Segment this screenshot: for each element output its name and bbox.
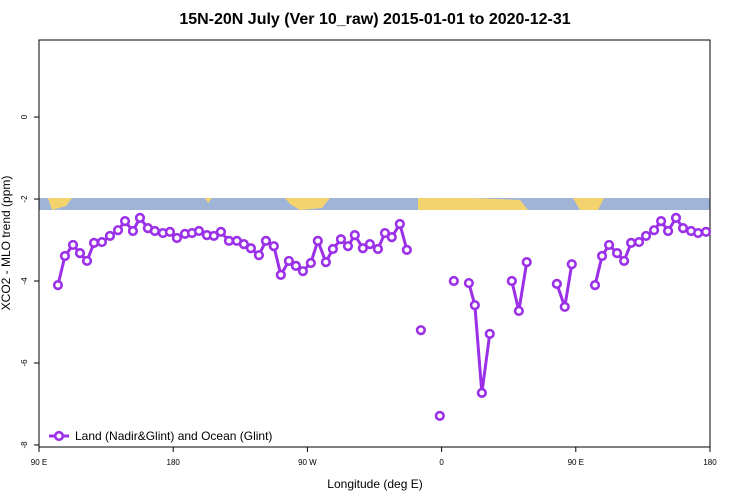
y-tick-label: 0 bbox=[20, 114, 29, 119]
data-point bbox=[104, 230, 116, 242]
data-point bbox=[364, 239, 375, 250]
data-point bbox=[648, 225, 660, 236]
data-point bbox=[208, 230, 220, 242]
data-point bbox=[677, 223, 689, 234]
data-point bbox=[401, 244, 412, 255]
data-point bbox=[149, 225, 160, 237]
data-point bbox=[415, 325, 426, 336]
data-point bbox=[386, 232, 397, 243]
data-point bbox=[463, 277, 474, 289]
data-point bbox=[619, 255, 630, 267]
x-tick-label: 180 bbox=[167, 458, 181, 467]
data-point bbox=[551, 278, 562, 289]
data-point bbox=[81, 255, 93, 267]
chart-title: 15N-20N July (Ver 10_raw) 2015-01-01 to … bbox=[179, 11, 570, 28]
data-point bbox=[74, 248, 86, 259]
y-tick-label: -4 bbox=[20, 277, 29, 285]
x-tick-label: 90 W bbox=[298, 458, 317, 467]
x-tick-label: 180 bbox=[703, 458, 717, 467]
data-point bbox=[164, 226, 176, 237]
data-point bbox=[434, 410, 445, 421]
data-point bbox=[268, 241, 279, 252]
data-point bbox=[305, 257, 316, 269]
y-axis-label: XCO2 - MLO trend (ppm) bbox=[0, 176, 13, 311]
data-point bbox=[245, 243, 256, 254]
data-point bbox=[521, 257, 532, 268]
data-point bbox=[379, 227, 391, 239]
data-point bbox=[297, 266, 309, 277]
data-point bbox=[448, 275, 459, 287]
data-point bbox=[484, 328, 495, 339]
data-point bbox=[59, 250, 71, 262]
data-point bbox=[633, 236, 645, 248]
data-point bbox=[626, 237, 637, 248]
data-point bbox=[357, 243, 368, 254]
x-tick-label: 90 E bbox=[31, 458, 47, 467]
x-tick-label: 90 E bbox=[568, 458, 584, 467]
data-point bbox=[320, 257, 331, 268]
data-point bbox=[670, 212, 682, 223]
data-point bbox=[312, 235, 323, 246]
data-point bbox=[655, 216, 667, 227]
data-point bbox=[283, 255, 295, 267]
data-point bbox=[566, 259, 577, 270]
data-point bbox=[559, 301, 570, 312]
data-point bbox=[513, 305, 524, 317]
data-point bbox=[589, 280, 601, 291]
data-point bbox=[603, 239, 615, 251]
data-point bbox=[88, 237, 100, 248]
data-point bbox=[119, 216, 131, 227]
y-tick-label: -8 bbox=[20, 441, 29, 449]
data-point bbox=[193, 225, 205, 237]
data-point bbox=[96, 236, 108, 248]
data-point bbox=[596, 250, 608, 262]
data-point bbox=[112, 225, 124, 236]
data-point bbox=[238, 239, 249, 250]
map-strip bbox=[39, 198, 710, 210]
x-axis-label: Longitude (deg E) bbox=[327, 477, 422, 491]
data-point bbox=[469, 300, 480, 311]
data-point bbox=[67, 239, 79, 251]
data-point bbox=[700, 226, 712, 237]
data-point bbox=[275, 269, 286, 280]
data-point bbox=[394, 218, 405, 230]
data-point bbox=[335, 234, 347, 245]
data-point bbox=[692, 227, 704, 239]
data-point bbox=[506, 275, 517, 287]
data-point bbox=[342, 241, 354, 252]
data-point bbox=[215, 226, 227, 237]
data-point bbox=[476, 387, 487, 398]
data-point bbox=[253, 250, 265, 261]
data-point bbox=[127, 225, 139, 237]
data-point bbox=[349, 229, 360, 241]
y-tick-label: -6 bbox=[20, 359, 29, 367]
data-point bbox=[327, 243, 338, 255]
data-point bbox=[171, 232, 183, 244]
data-point bbox=[662, 225, 674, 237]
plot-frame bbox=[38, 39, 711, 448]
data-point bbox=[640, 230, 652, 242]
legend-label: Land (Nadir&Glint) and Ocean (Glint) bbox=[75, 429, 272, 443]
data-point bbox=[223, 235, 235, 246]
data-point bbox=[134, 212, 146, 223]
legend-marker bbox=[53, 430, 65, 442]
data-point bbox=[290, 260, 302, 271]
data-point bbox=[260, 235, 272, 246]
data-point bbox=[612, 248, 623, 259]
data-point bbox=[372, 243, 384, 255]
y-tick-label: -2 bbox=[20, 195, 29, 203]
x-tick-label: 0 bbox=[439, 458, 444, 467]
data-point bbox=[52, 280, 64, 291]
